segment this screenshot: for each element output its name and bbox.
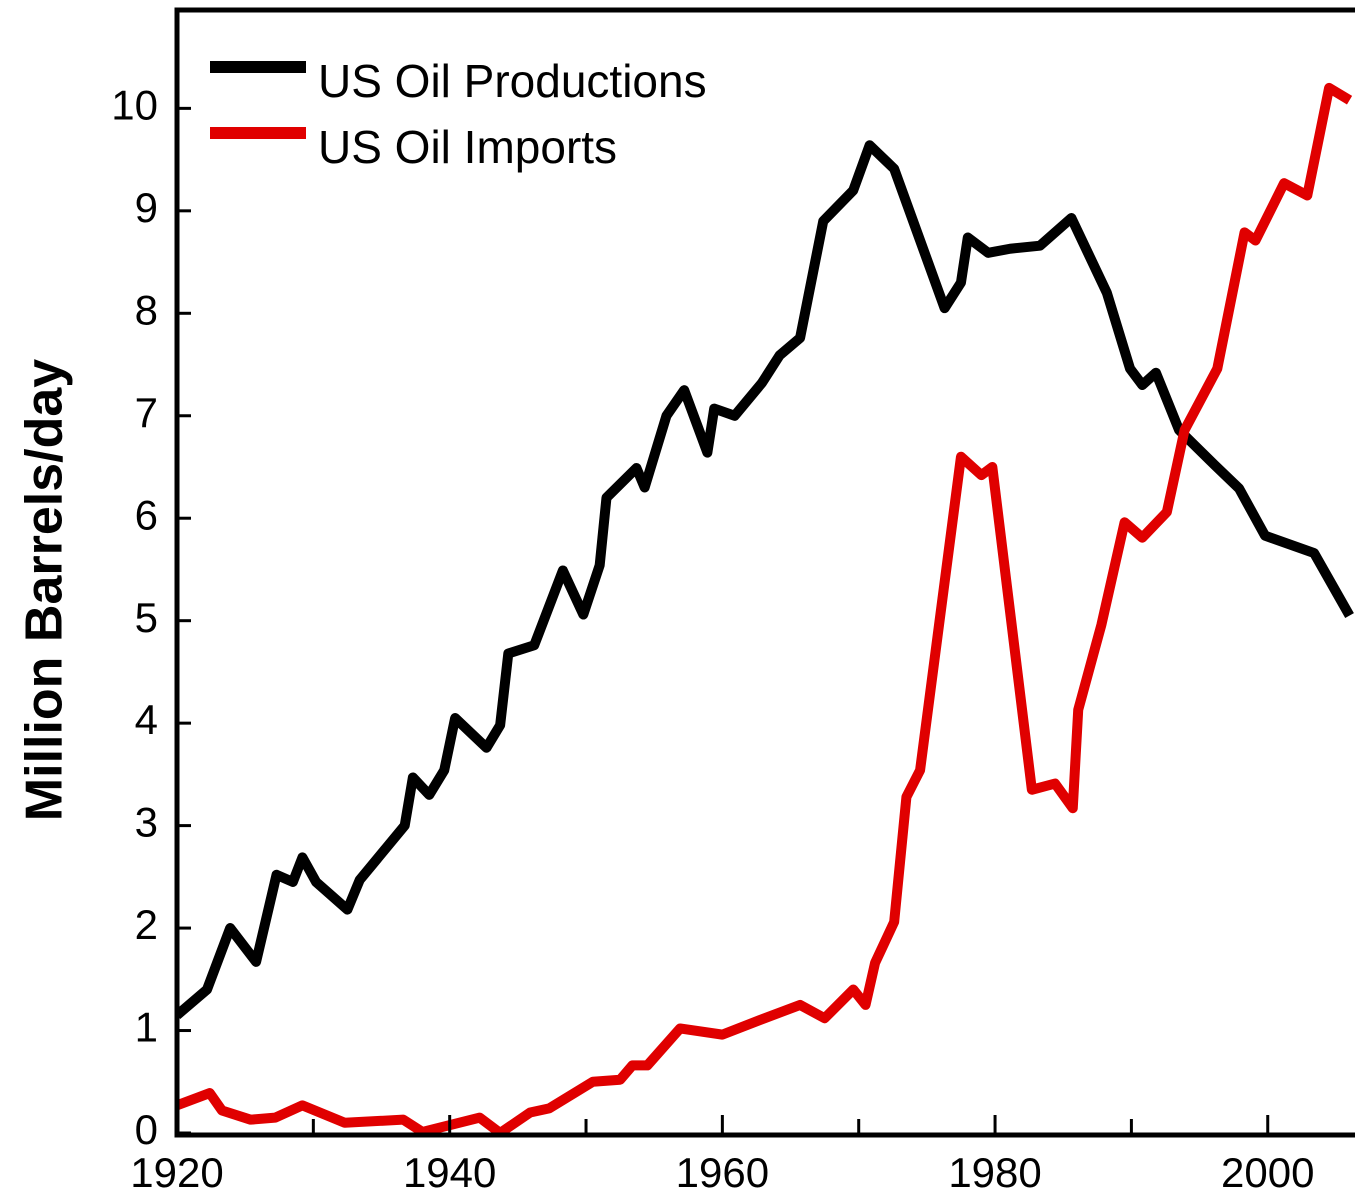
y-tick-label: 9 bbox=[135, 184, 158, 231]
y-tick-label: 6 bbox=[135, 491, 158, 538]
x-tick-label: 1960 bbox=[676, 1149, 769, 1196]
x-tick-label: 2000 bbox=[1221, 1149, 1314, 1196]
x-tick-label: 1920 bbox=[130, 1149, 223, 1196]
y-tick-label: 4 bbox=[135, 696, 158, 743]
plot-area bbox=[177, 82, 1354, 1135]
data-line bbox=[177, 82, 1353, 1135]
legend-label: US Oil Imports bbox=[318, 121, 617, 173]
x-tick-label: 1940 bbox=[403, 1149, 496, 1196]
y-tick-label: 10 bbox=[111, 81, 158, 128]
x-tick-label: 1980 bbox=[948, 1149, 1041, 1196]
y-tick-label: 0 bbox=[135, 1106, 158, 1153]
y-tick-label: 2 bbox=[135, 901, 158, 948]
y-tick-label: 1 bbox=[135, 1004, 158, 1051]
y-axis-label: Million Barrels/day bbox=[16, 359, 74, 821]
y-tick-label: 5 bbox=[135, 594, 158, 641]
legend-label: US Oil Productions bbox=[318, 55, 707, 107]
y-tick-label: 8 bbox=[135, 286, 158, 333]
y-tick-label: 7 bbox=[135, 389, 158, 436]
plot-frame bbox=[174, 7, 1355, 1138]
y-tick-label: 3 bbox=[135, 799, 158, 846]
data-line bbox=[177, 140, 1354, 1019]
